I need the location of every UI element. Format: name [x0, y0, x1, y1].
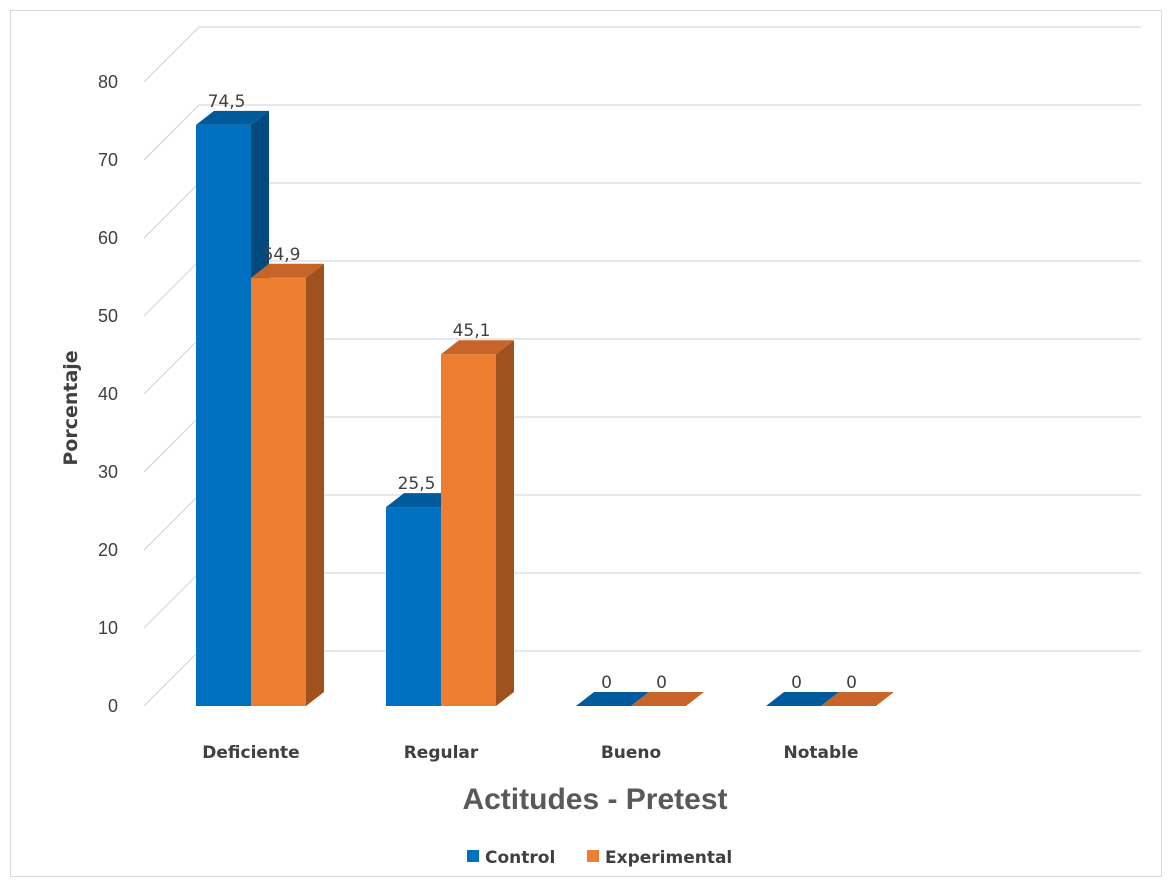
bar-front	[196, 124, 251, 706]
y-tick-label: 0	[108, 696, 118, 716]
y-tick-label: 50	[98, 306, 118, 326]
legend-item-experimental: Experimental	[587, 848, 732, 868]
data-label: 45,1	[453, 321, 491, 341]
legend-item-control: Control	[467, 848, 555, 868]
bar-side	[306, 263, 324, 706]
x-tick-label: Notable	[783, 743, 858, 763]
data-label: 54,9	[263, 245, 301, 265]
x-tick-label: Bueno	[601, 743, 661, 763]
bar-top	[631, 692, 704, 706]
bar-experimental-deficiente	[251, 263, 324, 706]
legend-label: Control	[485, 848, 555, 868]
bar-top	[441, 340, 514, 355]
bar-top	[196, 110, 269, 125]
gridline	[143, 104, 1141, 161]
legend: Control Experimental	[467, 848, 732, 868]
bars	[196, 110, 894, 706]
bar-front	[251, 277, 306, 706]
bar-control-notable	[766, 692, 839, 706]
bar-top	[251, 263, 324, 278]
bar-front	[441, 354, 496, 706]
bar-front	[386, 507, 441, 706]
y-tick-label: 70	[98, 150, 118, 170]
y-tick-label: 80	[98, 72, 118, 92]
bar-top	[386, 493, 459, 508]
legend-label: Experimental	[605, 848, 732, 868]
y-tick-label: 40	[98, 384, 118, 404]
bar-chart: 0 10 20 30 40 50 60 70 80 74,5 54,9 25,5 45,1 0 0 0 0 D…	[60, 26, 1141, 868]
data-label: 74,5	[208, 92, 246, 112]
data-label: 0	[601, 673, 612, 693]
data-label: 0	[791, 673, 802, 693]
x-axis-title: Actitudes - Pretest	[462, 783, 727, 816]
bar-experimental-notable	[821, 692, 894, 706]
y-tick-label: 60	[98, 228, 118, 248]
data-label: 25,5	[398, 474, 436, 494]
bar-experimental-regular	[441, 340, 514, 706]
y-tick-label: 30	[98, 462, 118, 482]
bar-top	[821, 692, 894, 706]
x-tick-label: Regular	[404, 743, 479, 763]
legend-swatch	[467, 850, 479, 862]
data-label: 0	[846, 673, 857, 693]
legend-swatch	[587, 850, 599, 862]
chart-frame: 0 10 20 30 40 50 60 70 80 74,5 54,9 25,5 45,1 0 0 0 0 D…	[10, 10, 1162, 877]
y-axis-ticks: 0 10 20 30 40 50 60 70 80	[98, 72, 118, 716]
y-tick-label: 20	[98, 540, 118, 560]
data-labels: 74,5 54,9 25,5 45,1 0 0 0 0	[208, 92, 857, 693]
x-tick-label: Deficiente	[202, 743, 299, 763]
bar-experimental-bueno	[631, 692, 704, 706]
data-label: 0	[656, 673, 667, 693]
bar-control-bueno	[576, 692, 649, 706]
bar-top	[766, 692, 839, 706]
bar-side	[496, 340, 514, 706]
x-axis-categories: Deficiente Regular Bueno Notable	[202, 743, 858, 763]
y-axis-title: Porcentaje	[60, 350, 82, 465]
gridline	[143, 26, 1141, 83]
y-tick-label: 10	[98, 618, 118, 638]
gridline	[143, 182, 1141, 239]
bar-top	[576, 692, 649, 706]
